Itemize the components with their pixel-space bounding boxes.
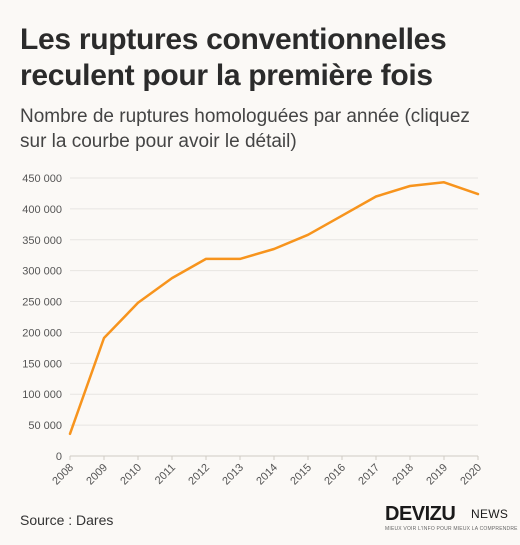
logo-news: NEWS (471, 507, 509, 521)
y-tick-label: 300 000 (22, 266, 62, 278)
y-tick-label: 350 000 (22, 235, 62, 247)
data-point[interactable] (472, 188, 484, 200)
source-note: Source : Dares (20, 512, 114, 528)
y-tick-label: 450 000 (22, 173, 62, 185)
data-point[interactable] (132, 297, 144, 309)
data-point[interactable] (268, 243, 280, 255)
x-tick-label: 2015 (288, 462, 314, 488)
data-point[interactable] (234, 253, 246, 265)
y-tick-label: 250 000 (22, 297, 62, 309)
x-tick-label: 2018 (390, 462, 416, 488)
y-tick-label: 200 000 (22, 327, 62, 339)
chart-subtitle: Nombre de ruptures homologuées par année… (20, 106, 470, 152)
data-point[interactable] (370, 191, 382, 203)
x-tick-label: 2016 (322, 462, 348, 488)
x-tick-label: 2017 (356, 462, 382, 488)
logo-wordmark: DEVIZU (385, 503, 456, 525)
x-tick-label: 2014 (254, 462, 280, 488)
line-chart[interactable]: 0 50 000 100 000 150 000 200 000 250 000 300 0… (0, 160, 520, 500)
chart-title: Les ruptures conventionnelles reculent p… (20, 23, 447, 92)
x-tick-label: 2011 (153, 462, 178, 487)
data-point[interactable] (64, 428, 76, 440)
devizu-logo[interactable]: DEVIZU NEWS MIEUX VOIR L'INFO POUR MIEUX… (385, 503, 518, 537)
x-tick-label: 2009 (84, 462, 110, 488)
data-point[interactable] (166, 272, 178, 284)
data-point[interactable] (98, 332, 110, 344)
y-tick-label: 400 000 (22, 204, 62, 216)
logo-tagline: MIEUX VOIR L'INFO POUR MIEUX LA COMPREND… (385, 526, 518, 532)
x-tick-label: 2010 (118, 462, 144, 488)
data-point[interactable] (438, 176, 450, 188)
y-tick-label: 50 000 (28, 420, 62, 432)
data-point[interactable] (200, 253, 212, 265)
x-tick-label: 2020 (458, 462, 484, 488)
x-tick-label: 2019 (424, 462, 450, 488)
y-tick-label: 100 000 (22, 389, 62, 401)
x-tick-label: 2013 (220, 462, 246, 488)
data-point[interactable] (336, 210, 348, 222)
x-tick-label: 2012 (186, 462, 212, 488)
x-tick-label: 2008 (50, 462, 76, 488)
data-point[interactable] (302, 229, 314, 241)
y-tick-label: 0 (56, 451, 62, 463)
data-point[interactable] (404, 180, 416, 192)
y-tick-label: 150 000 (22, 358, 62, 370)
series-line[interactable] (68, 181, 480, 436)
